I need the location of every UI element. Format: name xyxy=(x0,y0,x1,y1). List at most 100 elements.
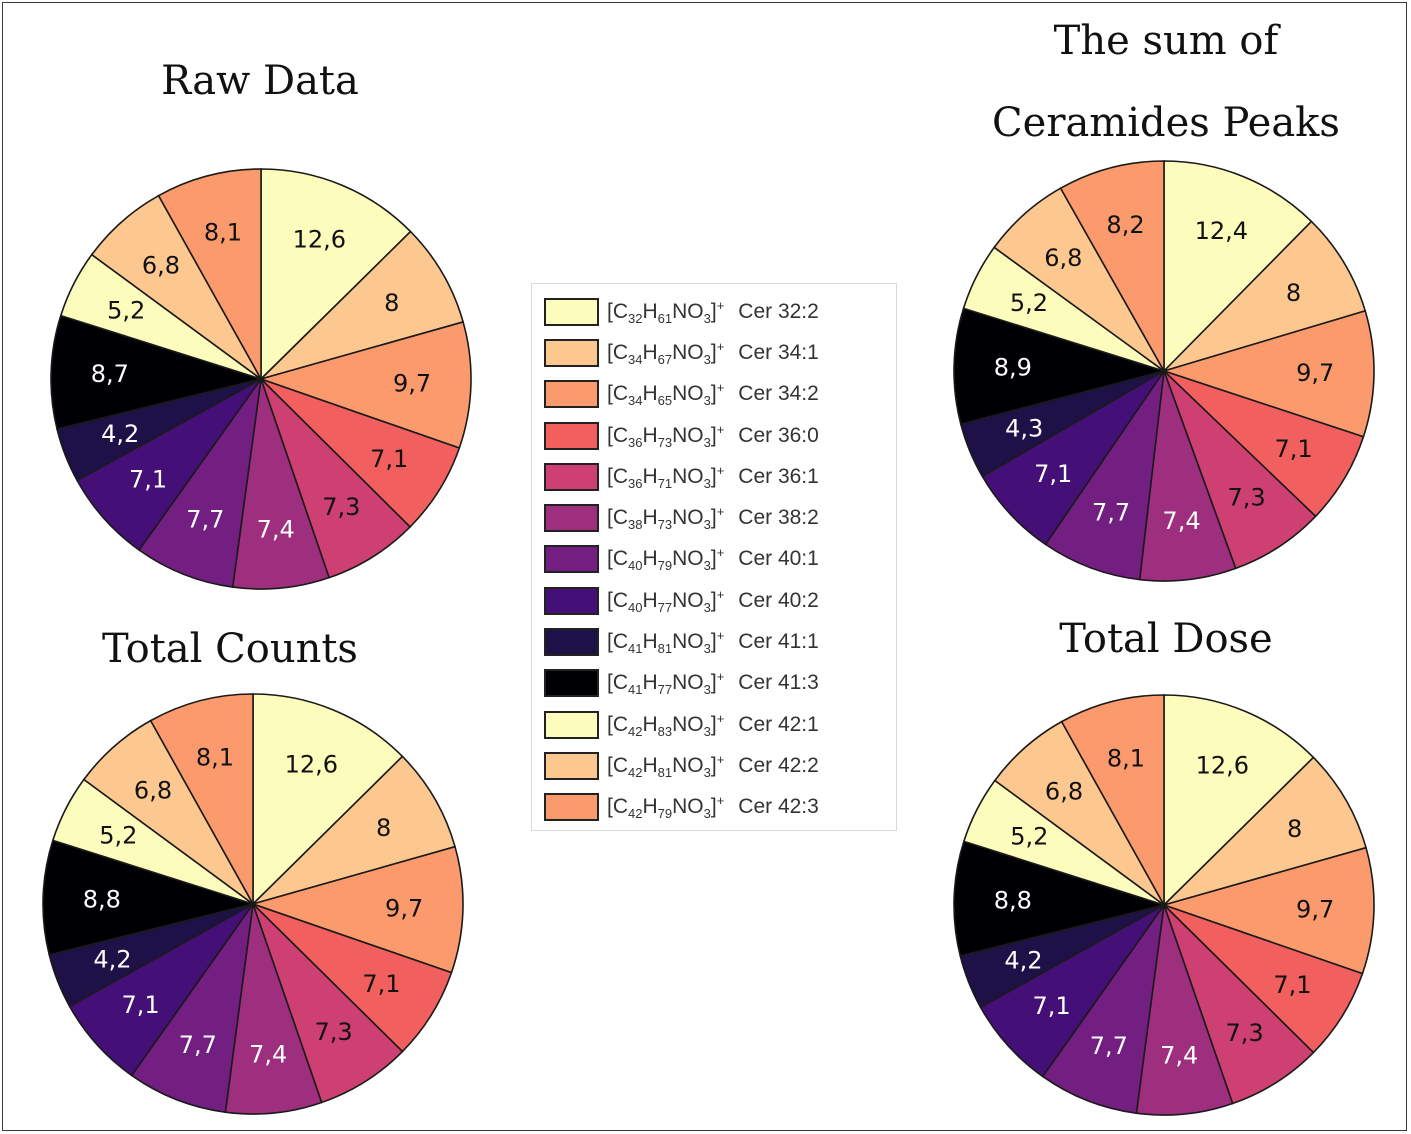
pie-slice xyxy=(953,840,1167,957)
pie-slice-label: 9,7 xyxy=(1296,359,1334,387)
pie-slice xyxy=(130,903,254,1114)
legend-formula: [C40H77NO3]+ xyxy=(607,586,725,615)
pie-slice xyxy=(157,168,262,383)
legend-formula: [C41H81NO3]+ xyxy=(607,628,725,657)
pie-slice-label: 7,1 xyxy=(1274,435,1312,463)
legend-swatch xyxy=(544,586,599,615)
pie-slice-label: 7,1 xyxy=(1032,992,1070,1020)
legend-item: [C41H81NO3]+ Cer 41:1 xyxy=(544,621,896,662)
legend-label: Cer 41:3 xyxy=(738,671,819,695)
legend-formula: [C42H79NO3]+ xyxy=(607,793,725,822)
legend-label: Cer 40:2 xyxy=(738,588,819,612)
pie-slice xyxy=(50,314,264,431)
legend-formula: [C32H61NO3]+ xyxy=(607,297,725,326)
chart-title-sum-line-2: Ceramides Peaks xyxy=(992,100,1340,146)
legend-item: [C42H81NO3]+ Cer 42:2 xyxy=(544,745,896,786)
pie-slice-label: 6,8 xyxy=(1044,244,1082,272)
pie-slice-label: 7,4 xyxy=(1160,1041,1198,1069)
legend-swatch xyxy=(544,504,599,533)
legend-formula: [C41H77NO3]+ xyxy=(607,669,725,698)
pie-slice xyxy=(1041,904,1165,1115)
legend-swatch xyxy=(544,628,599,657)
pie-slice-label: 7,7 xyxy=(179,1031,217,1059)
pie-slice-label: 12,4 xyxy=(1195,217,1248,245)
pie-slice xyxy=(1161,309,1375,438)
legend-swatch xyxy=(544,462,599,491)
pie-slice-label: 4,3 xyxy=(1005,415,1043,443)
legend-swatch xyxy=(544,380,599,409)
legend-swatch xyxy=(544,710,599,739)
pie-slice-label: 8,2 xyxy=(1106,211,1144,239)
pie-slice-label: 8 xyxy=(384,289,399,317)
pie-slice xyxy=(137,378,262,588)
legend-item: [C40H77NO3]+ Cer 40:2 xyxy=(544,580,896,621)
chart-title-sum-line-1: The sum of xyxy=(1053,18,1279,64)
pie-slice-label: 7,1 xyxy=(1273,971,1311,999)
pie-slice xyxy=(1060,694,1165,909)
pie-slice xyxy=(250,845,464,974)
legend-formula: [C34H67NO3]+ xyxy=(607,338,725,368)
pie-slice-label: 5,2 xyxy=(107,297,145,325)
pie-slice xyxy=(1044,370,1165,581)
pie-slice-label: 7,3 xyxy=(315,1018,353,1046)
pie-slice-label: 5,2 xyxy=(1010,289,1048,317)
pie-slice-label: 7,3 xyxy=(322,493,360,521)
pie-slice-label: 6,8 xyxy=(1045,778,1083,806)
pie-slice-label: 8,1 xyxy=(1107,745,1145,773)
legend-label: Cer 38:2 xyxy=(738,506,819,530)
pie-slice-label: 7,7 xyxy=(1090,1032,1128,1060)
legend-label: Cer 41:1 xyxy=(738,630,819,654)
legend-item: [C36H73NO3]+ Cer 36:0 xyxy=(544,415,896,456)
pie-slice xyxy=(260,230,465,380)
pie-slice-label: 8 xyxy=(1286,279,1301,307)
pie-slice-label: 8 xyxy=(376,814,391,842)
legend-swatch xyxy=(544,421,599,450)
pie-slice-label: 7,7 xyxy=(1092,499,1130,527)
pie-slice xyxy=(1161,846,1375,975)
pie-slice-label: 7,4 xyxy=(1162,507,1200,535)
pie-slice xyxy=(42,839,256,956)
pie-slice-label: 9,7 xyxy=(393,370,431,398)
legend-item: [C34H65NO3]+ Cer 34:2 xyxy=(544,374,896,415)
pie-slice-label: 8,1 xyxy=(204,219,242,247)
pie-slice-label: 7,4 xyxy=(257,515,295,543)
pie-slice-label: 7,1 xyxy=(129,466,167,494)
legend-label: Cer 40:1 xyxy=(738,547,819,571)
legend-formula: [C40H79NO3]+ xyxy=(607,545,725,574)
pie-slice xyxy=(252,693,404,906)
legend-formula: [C42H81NO3]+ xyxy=(607,751,725,781)
pie-slice xyxy=(953,307,1167,426)
pie-slice-label: 8,8 xyxy=(994,886,1032,914)
pie-chart-total-dose: 12,6 8 9,7 7,1 7,3 7,4 7,7 7,1 4,2 8,8 5,2 6,8 8,1 xyxy=(953,694,1375,1116)
pie-slice-label: 12,6 xyxy=(293,226,346,254)
pie-slice xyxy=(258,320,472,450)
legend-formula: [C38H73NO3]+ xyxy=(607,504,725,533)
pie-slice-label: 4,2 xyxy=(93,946,131,974)
pie-slice xyxy=(1163,756,1368,906)
pie-slice-label: 12,6 xyxy=(1196,751,1249,779)
legend-swatch xyxy=(544,297,599,326)
pie-slice-label: 7,7 xyxy=(186,506,224,534)
pie-slice-label: 4,2 xyxy=(1004,947,1042,975)
pie-slice-label: 4,2 xyxy=(101,420,139,448)
pie-slice-label: 7,1 xyxy=(121,991,159,1019)
pie-slice-label: 5,2 xyxy=(1010,822,1048,850)
pie-slice xyxy=(1163,694,1315,907)
pie-slice xyxy=(231,378,331,590)
pie-slice xyxy=(1163,160,1313,373)
pie-slice xyxy=(1163,220,1367,372)
legend-label: Cer 42:3 xyxy=(738,795,819,819)
legend-item: [C42H83NO3]+ Cer 42:1 xyxy=(544,704,896,745)
pie-slice xyxy=(149,693,254,908)
chart-title-total-counts: Total Counts xyxy=(102,626,358,672)
legend-item: [C36H71NO3]+ Cer 36:1 xyxy=(544,456,896,497)
pie-slice-label: 7,1 xyxy=(370,445,408,473)
pie-chart-total-counts: 12,6 8 9,7 7,1 7,3 7,4 7,7 7,1 4,2 8,8 5,2 6,8 8,1 xyxy=(42,693,464,1115)
pie-slice-label: 7,3 xyxy=(1226,1019,1264,1047)
legend-formula: [C36H71NO3]+ xyxy=(607,462,725,492)
legend-label: Cer 34:2 xyxy=(738,382,819,406)
legend-item: [C34H67NO3]+ Cer 34:1 xyxy=(544,332,896,373)
pie-slice-label: 7,1 xyxy=(1034,460,1072,488)
legend: [C32H61NO3]+ Cer 32:2 [C34H67NO3]+ Cer 34:1… xyxy=(531,283,897,831)
chart-title-total-dose: Total Dose xyxy=(1059,616,1273,662)
